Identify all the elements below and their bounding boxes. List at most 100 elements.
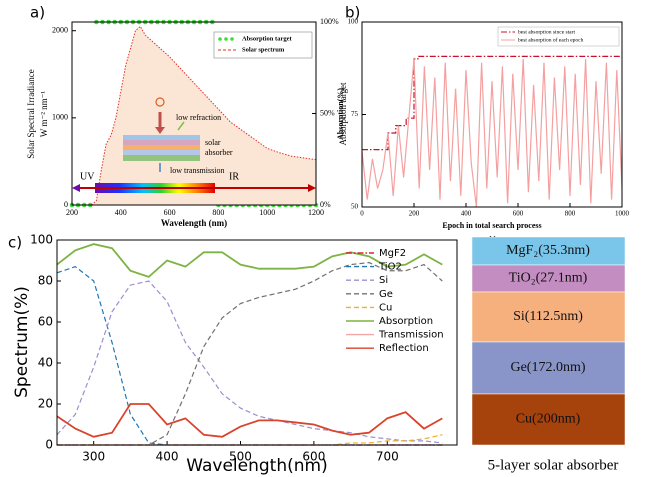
legend-marker <box>218 37 222 41</box>
panel: 0 200 400 600 800 1000 50 75 100 <box>348 18 630 218</box>
x-tick-label: 800 <box>565 210 576 218</box>
y-tick-label: 0 <box>45 438 53 452</box>
y-tick-label: 75 <box>351 110 359 118</box>
y2-axis-label: Absorption target <box>338 82 348 146</box>
legend-label: Reflection <box>379 343 429 354</box>
inset-layer <box>123 135 200 140</box>
reflect-arrow <box>177 121 185 131</box>
arrow-head <box>72 184 80 192</box>
annotation: IR <box>229 171 239 182</box>
x-axis-label: Wavelength(nm) <box>186 456 327 476</box>
x-tick-label: 400 <box>461 210 472 218</box>
layer <box>471 291 626 343</box>
x-axis-label: Epoch in total search process <box>442 221 541 230</box>
legend-label: best absorption since start <box>518 29 575 35</box>
y-tick-label: 50 <box>351 203 359 211</box>
legend-label: Cu <box>379 302 392 313</box>
y-tick-label: 60 <box>38 315 53 329</box>
annotation: absorber <box>205 148 233 157</box>
x-tick-label: 200 <box>409 210 420 218</box>
legend-box <box>497 26 620 47</box>
plot-frame <box>361 21 623 208</box>
legend-label: MgF2 <box>379 248 406 259</box>
inset-layer <box>123 140 200 145</box>
layer-label: Si(112.5nm) <box>513 309 583 324</box>
y2-tick-label: 0% <box>320 200 331 209</box>
x-axis-label: Wavelength (nm) <box>161 218 227 228</box>
legend-box <box>213 31 313 59</box>
x-tick-label: 400 <box>156 450 179 464</box>
plot-frame <box>56 239 458 446</box>
legend-marker <box>224 37 228 41</box>
legend-label: Solar spectrum <box>242 46 285 53</box>
legend-label: best absorption of each epoch <box>518 36 584 43</box>
inset-layer <box>123 145 200 150</box>
y-tick-label: 100 <box>30 233 53 247</box>
x-tick-label: 300 <box>82 450 105 464</box>
y-axis-label: W m⁻² nm⁻¹ <box>39 91 49 138</box>
line <box>361 58 623 208</box>
layer-label: Cu(200nm) <box>516 412 581 427</box>
y2-tick-label: 100% <box>320 17 339 26</box>
x-tick-label: 1000 <box>615 210 630 218</box>
panel-label: c) <box>8 234 22 252</box>
y-axis-label: Solar Spectral Irradiance <box>26 69 36 158</box>
x-tick-label: 200 <box>66 208 78 217</box>
layer-label: MgF₂(35.3nm) <box>506 243 590 258</box>
inset-layer <box>123 155 200 161</box>
x-tick-label: 600 <box>164 208 176 217</box>
x-tick-label: 0 <box>360 210 364 218</box>
caption: 5-layer solar absorber <box>488 457 619 473</box>
y-tick-label: 0 <box>64 200 68 209</box>
layer <box>471 264 626 293</box>
layer-label: TiO₂(27.1nm) <box>509 271 588 286</box>
y-tick-label: 40 <box>38 356 53 370</box>
x-tick-label: 700 <box>376 450 399 464</box>
x-tick-label: 1000 <box>259 208 275 217</box>
legend-label: Absorption <box>379 316 433 327</box>
x-tick-label: 1200 <box>308 208 324 217</box>
legend-label: Ge <box>379 289 393 300</box>
x-tick-label: 400 <box>115 208 127 217</box>
panel-label: a) <box>30 4 45 22</box>
line <box>57 434 443 446</box>
x-tick-label: 800 <box>212 208 224 217</box>
legend-label: TiO2 <box>378 262 402 273</box>
line <box>91 25 317 206</box>
annotation: UV <box>80 171 95 182</box>
panel: 300 400 500 600 700 0 20 40 60 80 100 <box>30 233 458 464</box>
legend-label: Absorption target <box>242 35 292 42</box>
y-tick-label: 1000 <box>52 113 68 122</box>
line <box>56 403 443 438</box>
layer <box>471 393 626 446</box>
layer <box>471 341 626 395</box>
legend-label: Transmission <box>378 330 444 341</box>
annotation: solar <box>205 138 221 147</box>
annotation: low transmission <box>170 166 224 175</box>
inset <box>72 97 316 193</box>
legend-marker <box>230 37 234 41</box>
arrow-head <box>308 184 316 192</box>
y-tick-label: 20 <box>38 397 53 411</box>
x-tick-label: 500 <box>229 450 252 464</box>
y-tick-label: 100 <box>348 18 359 26</box>
y-tick-label: 2000 <box>52 26 68 35</box>
line <box>56 243 443 278</box>
x-tick-label: 600 <box>302 450 325 464</box>
y-axis-label: Absorption(%) <box>336 88 345 140</box>
y-tick-label: 80 <box>38 274 53 288</box>
x-tick-label: 600 <box>513 210 524 218</box>
inset-labels: low refraction solar absorber low transm… <box>80 113 239 182</box>
sun-icon <box>155 97 165 107</box>
arrow-head <box>155 127 165 134</box>
legend-label: Si <box>379 275 388 286</box>
line <box>56 280 443 444</box>
inset-layer <box>123 150 200 155</box>
y2-tick-label: 50% <box>320 108 335 117</box>
layer-label: Ge(172.0nm) <box>510 360 585 375</box>
y-axis-label: Spectrum(%) <box>12 286 32 398</box>
annotation: low refraction <box>176 113 221 122</box>
panel-label: b) <box>345 4 360 22</box>
plot-frame <box>71 21 317 206</box>
